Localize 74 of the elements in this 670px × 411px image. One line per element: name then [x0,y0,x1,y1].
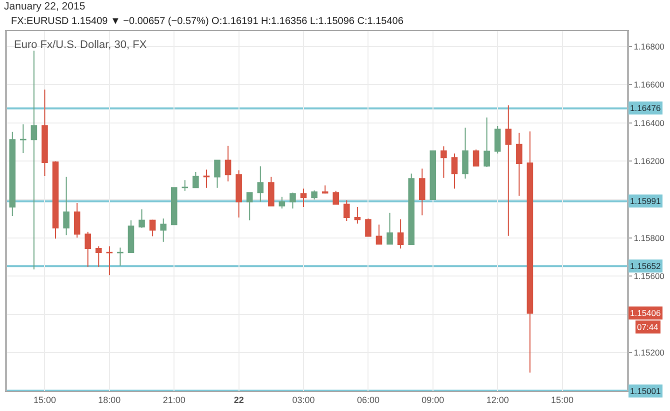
text: 07:44 [637,322,659,332]
candlestick [128,220,134,254]
candlestick [278,196,286,210]
x-tick-label: 22 [234,394,244,405]
candlestick [472,149,480,167]
y-tick-label: 1.16800 [634,41,665,52]
candlestick [268,176,274,207]
y-tick-label: 1.16200 [634,156,665,166]
candlestick [20,124,26,154]
candlestick [149,219,156,237]
x-tick-label: 18:00 [98,394,121,405]
candlestick [526,130,534,374]
candlestick [354,206,361,224]
annotation: 1.15406 [630,308,661,318]
x-tick-label: 09:00 [422,394,444,405]
candlestick [138,208,145,228]
candlestick [52,160,59,240]
candlestick [74,202,80,238]
candlestick [9,131,16,216]
candlestick [117,247,124,266]
x-tick-label: 12:00 [486,394,509,405]
candlestick [484,117,490,168]
y-tick-label: 1.16600 [634,80,665,90]
candlestick [516,132,522,196]
annotation: Euro Fx/U.S. Dollar, 30, FX [14,39,148,51]
ref-line-label: 1.16476 [630,103,661,113]
candlestick [494,125,501,154]
y-tick-label: 1.15200 [634,348,665,358]
ref-line-label: 1.15001 [630,386,661,396]
candlestick [365,218,372,238]
candlestick [300,188,307,208]
chart-title: January 22, 2015 [4,0,86,12]
candlestick [505,104,512,236]
candlestick [106,246,113,276]
candlestick [376,224,382,246]
candlestick [290,192,296,210]
candlestick [408,173,414,246]
candlestick [236,170,242,218]
x-tick-label: 06:00 [356,394,380,405]
candlestick [440,146,447,178]
x-tick-label: 03:00 [292,394,315,405]
x-tick-label: 21:00 [162,394,186,405]
x-tick-label: 15:00 [33,394,56,405]
candlestick [418,168,426,216]
x-tick-label: 15:00 [551,394,574,405]
y-tick-label: 1.16400 [634,118,665,128]
candlestick [42,89,48,176]
candlestick [160,218,166,242]
candlestick [332,190,340,206]
candlestick [84,231,92,268]
candlestick [63,176,70,236]
candlestick [257,166,264,202]
candlestick [322,184,328,194]
candlestick [451,153,458,190]
y-tick-label: 1.15800 [634,232,665,243]
candlestick [203,169,210,188]
candlestick [386,212,393,246]
candlestick [192,171,199,189]
candlestick [224,145,232,182]
candlestick [96,246,102,268]
candlestick [30,50,38,270]
candlestick [214,159,220,188]
candlestick [311,190,318,200]
y-tick-label: 1.15600 [634,271,665,282]
candlestick [246,192,253,221]
candlestick [430,150,436,200]
candlestick [182,180,188,192]
ref-line-label: 1.15991 [630,196,661,206]
ref-line-label: 1.15652 [630,261,661,271]
candlestick [397,218,404,250]
chart-subtitle: FX:EURUSD 1.15409 ▼ −0.00657 (−0.57%) O:1.16191 H:1.16356 L:1.15096 C:1.15406 [11,16,404,27]
candlestick [462,127,468,180]
candlestick [344,200,350,222]
candlestick [170,186,178,226]
